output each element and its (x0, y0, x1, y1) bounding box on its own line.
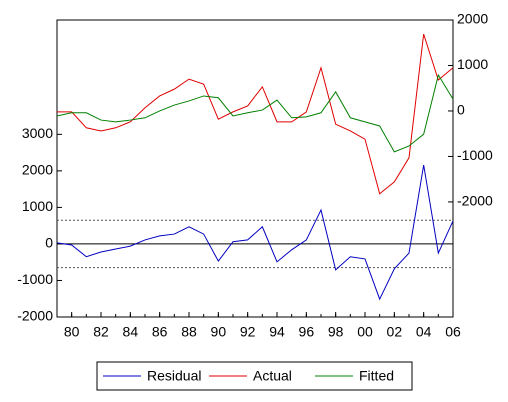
x-tick-label: 82 (93, 324, 109, 340)
y2-tick-label: 0 (457, 102, 465, 118)
x-tick-label: 86 (152, 324, 168, 340)
legend-label: Residual (147, 368, 201, 384)
x-tick-label: 02 (387, 324, 403, 340)
y2-tick-label: 1000 (457, 56, 488, 72)
x-tick-label: 92 (240, 324, 256, 340)
y2-tick-label: 2000 (457, 11, 488, 27)
x-tick-label: 04 (416, 324, 432, 340)
x-tick-label: 90 (211, 324, 227, 340)
legend-label: Actual (253, 368, 292, 384)
x-tick-label: 06 (445, 324, 461, 340)
plot-frame (56, 19, 454, 318)
y-tick-label: 0 (45, 235, 53, 251)
y-tick-label: 1000 (22, 198, 53, 214)
series-line (56, 73, 454, 153)
x-tick-label: 96 (299, 324, 315, 340)
y2-tick-label: -2000 (457, 193, 493, 209)
legend-label: Fitted (359, 368, 394, 384)
x-tick-label: 84 (123, 324, 139, 340)
series-line (57, 33, 454, 195)
x-tick-label: 88 (181, 324, 197, 340)
y-tick-label: 3000 (22, 125, 53, 141)
series-line (56, 164, 454, 301)
x-tick-label: 98 (328, 324, 344, 340)
x-tick-label: 80 (64, 324, 80, 340)
legend-box (96, 361, 413, 391)
y-tick-label: -2000 (17, 308, 53, 324)
x-tick-label: 00 (357, 324, 373, 340)
y2-tick-label: -1000 (457, 147, 493, 163)
y-tick-label: -1000 (17, 271, 53, 287)
x-tick-label: 94 (269, 324, 285, 340)
y-tick-label: 2000 (22, 162, 53, 178)
